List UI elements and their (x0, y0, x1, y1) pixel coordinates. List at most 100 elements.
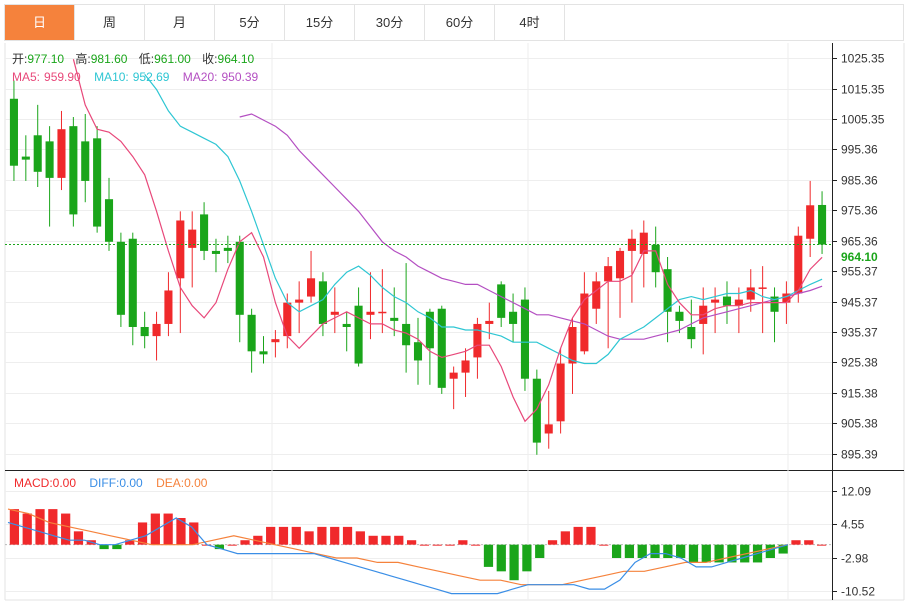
candle-body (770, 296, 779, 312)
macd-histogram-bar (240, 540, 250, 545)
macd-histogram-bar (765, 544, 775, 558)
tab-week[interactable]: 周 (75, 5, 145, 40)
main-y-tick-label: 1005.35 (841, 113, 885, 127)
main-y-tick-label: 945.37 (841, 296, 878, 310)
macd-histogram-bar (663, 544, 673, 558)
macd-histogram-bar (458, 540, 468, 545)
macd-histogram-bar (330, 526, 340, 545)
close-value: 964.10 (218, 52, 255, 66)
macd-histogram-bar (214, 544, 225, 550)
macd-y-tick-label: -2.98 (841, 552, 869, 566)
candle-body (687, 326, 696, 340)
tab-15min[interactable]: 15分 (285, 5, 355, 40)
main-y-tick-label: 965.36 (841, 235, 878, 249)
tab-5min[interactable]: 5分 (215, 5, 285, 40)
macd-histogram-bar (22, 513, 32, 545)
candle-body (330, 311, 339, 315)
macd-histogram-bar (150, 513, 160, 545)
candle-body (176, 220, 185, 279)
candle-body (485, 320, 494, 324)
macd-histogram-bar (137, 522, 148, 545)
candle-body (116, 241, 125, 315)
macd-histogram-bar (368, 535, 378, 545)
tab-day[interactable]: 日 (5, 5, 75, 40)
ma10-label: MA10: (94, 70, 129, 84)
main-y-tick-label: 895.39 (841, 448, 878, 462)
candle-body (794, 235, 803, 294)
moving-average-lines (72, 59, 823, 423)
tab-4hour[interactable]: 4时 (495, 5, 565, 40)
candle-body (235, 241, 244, 315)
candle-body (307, 278, 316, 297)
macd-histogram-bar (253, 535, 263, 545)
macd-histogram-bar (445, 544, 455, 546)
tab-30min[interactable]: 30分 (355, 5, 425, 40)
candle-body (211, 250, 221, 254)
candle-body (104, 199, 114, 242)
macd-histogram-bar (176, 518, 186, 545)
macd-histogram-bar (342, 526, 353, 545)
macd-histogram-bar (227, 544, 237, 546)
diff-line (7, 517, 789, 595)
macd-histogram-bar (61, 513, 71, 545)
macd-histogram-bar (676, 544, 686, 558)
macd-histogram-bar (535, 544, 545, 558)
candle-body (378, 311, 387, 314)
ma5-label: MA5: (12, 70, 40, 84)
candle-body (128, 238, 137, 327)
macd-histogram-bar (48, 509, 58, 545)
tab-month[interactable]: 月 (145, 5, 215, 40)
candle-body (746, 287, 755, 300)
candle-body (57, 129, 66, 178)
candle-body (818, 204, 827, 245)
ma20-label: MA20: (183, 70, 218, 84)
candle-body (152, 323, 161, 337)
candle-body (532, 378, 541, 443)
chart-frame (4, 43, 905, 601)
candle-body (663, 269, 672, 312)
candle-body (318, 281, 327, 324)
macd-histogram-bar (816, 544, 827, 546)
macd-histogram-bar (688, 544, 699, 563)
candle-body (81, 141, 90, 181)
candle-body (33, 135, 42, 172)
macd-histogram-bar (35, 509, 45, 545)
macd-histogram-bar (99, 544, 109, 550)
main-y-tick-label: 915.38 (841, 387, 878, 401)
candle-body (342, 323, 351, 327)
candle-body (200, 214, 209, 251)
main-y-tick-label: 975.36 (841, 204, 878, 218)
candle-body (675, 311, 684, 321)
main-y-axis: 1025.35 1015.35 1005.35 995.36 985.36 975.36 9… (832, 52, 885, 462)
candle-body (140, 326, 149, 337)
macd-histogram-bar (791, 540, 801, 545)
price-tag-text: 964.10 (841, 250, 878, 264)
tab-60min[interactable]: 60分 (425, 5, 495, 40)
main-y-tick-label: 905.38 (841, 417, 878, 431)
macd-histogram-bar (125, 540, 135, 545)
macd-histogram-bar (714, 544, 724, 563)
macd-histogram-bar (573, 526, 583, 545)
candle-body (188, 229, 197, 248)
candle-body (69, 126, 78, 215)
macd-histogram-bar (509, 544, 519, 581)
candle-body (473, 323, 482, 358)
macd-histogram-bar (112, 544, 122, 550)
main-y-tick-label: 925.38 (841, 356, 878, 370)
macd-histogram-bar (778, 544, 788, 554)
macd-value: 0.00 (53, 476, 77, 490)
macd-histogram-bar (73, 531, 84, 545)
macd-histogram-bar (266, 526, 276, 545)
candle-body (9, 98, 18, 166)
candle-body (806, 205, 815, 239)
ohlc-legend: 开:977.10 高:981.60 低:961.00 收:964.10 (12, 51, 255, 66)
svg-text:开:977.10 高:981.60: 开:977.10 高:981.60 低:961.00 收:964.10 (12, 51, 255, 66)
candle-body (425, 311, 434, 349)
macd-histogram-bar (432, 544, 442, 546)
main-y-tick-label: 935.37 (841, 326, 878, 340)
candle-body (639, 232, 648, 254)
candle-body (520, 299, 529, 379)
macd-y-axis: 12.09 4.55 -2.98 -10.52 (832, 485, 875, 599)
macd-histogram-bar (560, 531, 570, 545)
